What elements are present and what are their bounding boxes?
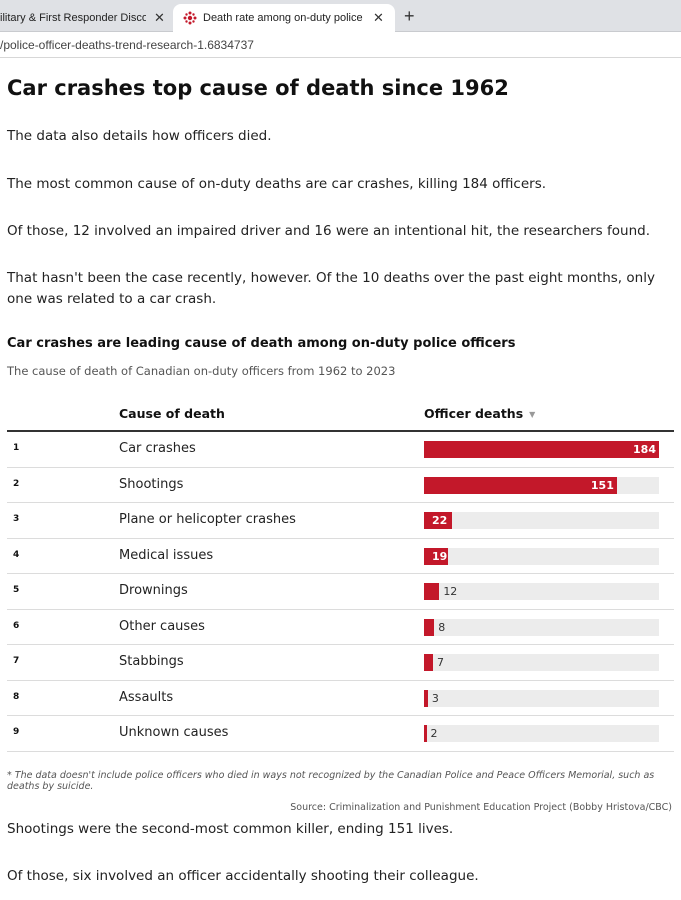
row-rank: 1 (13, 443, 20, 453)
row-cause: Assaults (119, 689, 174, 705)
sort-descending-icon[interactable]: ▼ (529, 410, 536, 419)
paragraph: Shootings were the second-most common ki… (7, 821, 454, 837)
row-cause: Shootings (119, 476, 184, 492)
bar (424, 583, 440, 600)
browser-tab-bar: ilitary & First Responder Discou ✕ Death… (0, 0, 681, 32)
paragraph: The most common cause of on-duty deaths … (7, 176, 547, 192)
paragraph: Of those, 12 involved an impaired driver… (7, 223, 650, 239)
column-header-officer-deaths[interactable]: Officer deaths ▼ (424, 406, 535, 421)
row-rank: 6 (13, 620, 20, 631)
table-row: 5 Drownings 12 (7, 574, 674, 610)
bar (424, 547, 449, 565)
bar (424, 689, 428, 707)
bar-track: 19 (424, 547, 659, 565)
bar-value-label: 184 (633, 443, 656, 456)
row-cause: Plane or helicopter crashes (119, 512, 296, 527)
address-bar[interactable]: /police-officer-deaths-trend-research-1.… (0, 32, 681, 58)
column-header-cause: Cause of death (119, 406, 225, 421)
table-row: 2 Shootings 151 (7, 468, 674, 503)
bar-track: 151 (424, 476, 659, 494)
row-cause: Drownings (119, 583, 188, 598)
close-tab-icon[interactable]: ✕ (373, 10, 384, 25)
bar-value-label: 22 (432, 514, 448, 527)
table-row: 9 Unknown causes 2 (7, 716, 674, 752)
bar-track: 7 (424, 654, 659, 671)
row-rank: 2 (13, 478, 20, 489)
table-row: 3 Plane or helicopter crashes 22 (7, 503, 674, 539)
url-text[interactable]: /police-officer-deaths-trend-research-1.… (0, 38, 254, 52)
bar-value-label: 151 (590, 478, 614, 492)
table-row: 7 Stabbings 7 (7, 645, 674, 681)
bar-track: 184 (424, 441, 659, 458)
bar (424, 654, 433, 671)
paragraph: The data also details how officers died. (7, 128, 272, 144)
header-divider (7, 430, 674, 432)
bar (424, 476, 617, 494)
row-rank: 9 (13, 727, 20, 737)
paragraph: Of those, six involved an officer accide… (7, 868, 479, 884)
chart-title: Car crashes are leading cause of death a… (7, 336, 516, 351)
table-row: 1 Car crashes 184 (7, 432, 674, 468)
chart-source: Source: Criminalization and Punishment E… (290, 802, 672, 813)
row-cause: Unknown causes (119, 725, 229, 740)
bar-value-label: 8 (438, 620, 446, 634)
row-cause: Other causes (119, 618, 205, 634)
row-rank: 3 (13, 514, 20, 524)
row-cause: Car crashes (119, 441, 196, 456)
cbc-logo-icon (183, 11, 197, 25)
new-tab-icon[interactable]: + (404, 6, 415, 26)
column-header-label: Officer deaths (424, 406, 524, 421)
row-cause: Stabbings (119, 654, 184, 669)
chart-footnote: * The data doesn't include police office… (7, 770, 655, 792)
bar-track: 22 (424, 512, 659, 529)
row-rank: 7 (13, 656, 20, 666)
close-tab-icon[interactable]: ✕ (154, 10, 165, 25)
chart-subtitle: The cause of death of Canadian on-duty o… (7, 364, 396, 378)
browser-tab-discount[interactable]: ilitary & First Responder Discou ✕ (0, 4, 172, 32)
row-rank: 5 (13, 585, 20, 595)
bar-track: 8 (424, 618, 659, 636)
table-row: 4 Medical issues 19 (7, 539, 674, 574)
bar (424, 512, 453, 529)
browser-tab-active[interactable]: Death rate among on-duty police ✕ (173, 4, 395, 32)
bar (424, 441, 659, 458)
row-cause: Medical issues (119, 547, 214, 563)
table-row: 8 Assaults 3 (7, 681, 674, 716)
paragraph: That hasn't been the case recently, howe… (7, 270, 655, 307)
bar-value-label: 2 (430, 727, 438, 740)
bar-track: 3 (424, 689, 659, 707)
bar-value-label: 3 (431, 691, 439, 705)
bar-track: 2 (424, 725, 659, 742)
row-rank: 4 (13, 549, 20, 560)
bar-value-label: 7 (436, 656, 444, 669)
bar-track: 12 (424, 583, 659, 600)
row-rank: 8 (13, 691, 20, 702)
bar-value-label: 12 (443, 585, 458, 598)
table-row: 6 Other causes 8 (7, 610, 674, 645)
section-heading: Car crashes top cause of death since 196… (7, 76, 509, 100)
bar (424, 618, 435, 636)
bar-value-label: 19 (432, 549, 448, 563)
bar (424, 725, 427, 742)
tab-title: Death rate among on-duty police (203, 12, 363, 24)
tab-title: ilitary & First Responder Discou (0, 12, 146, 24)
